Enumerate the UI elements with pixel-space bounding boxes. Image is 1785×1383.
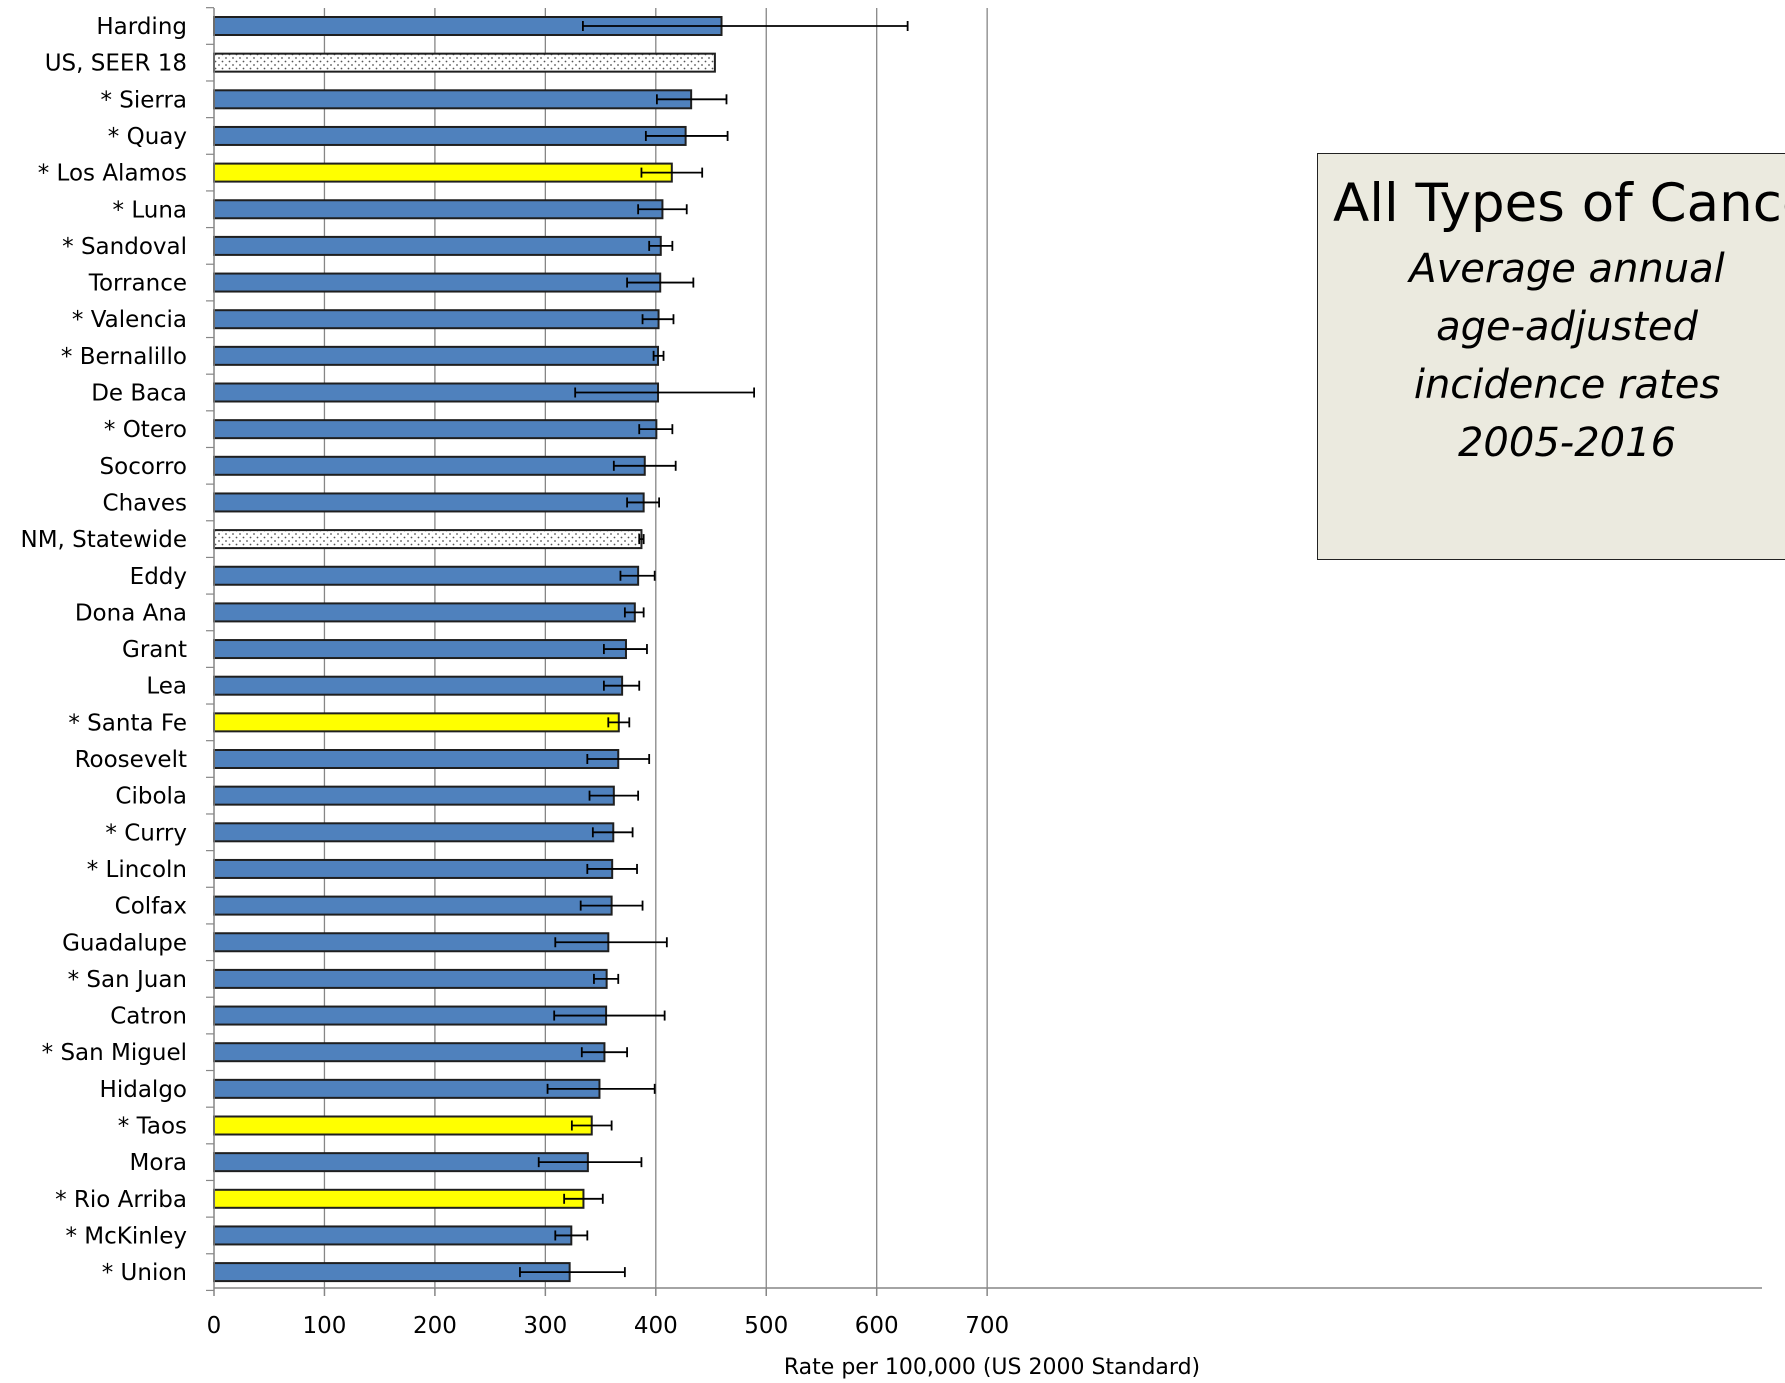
category-label: * Quay <box>108 124 187 150</box>
chart-title-box: All Types of Cancer (Combined) Average a… <box>1317 153 1785 560</box>
category-label: * Sandoval <box>62 234 187 260</box>
bar <box>213 1225 573 1246</box>
bar <box>213 89 693 110</box>
bar <box>213 272 662 293</box>
category-label: * Lincoln <box>87 857 187 883</box>
category-label: Catron <box>110 1004 187 1030</box>
category-label: Eddy <box>130 564 187 590</box>
bar <box>213 1078 601 1099</box>
bar <box>213 1152 589 1173</box>
bar <box>213 529 643 550</box>
category-label: * Otero <box>104 417 187 443</box>
chart-subtitle: Average annual age-adjusted incidence rate… <box>1318 240 1785 472</box>
bar <box>213 162 673 183</box>
category-label: * Curry <box>105 820 187 846</box>
category-label: * Taos <box>118 1114 187 1140</box>
bar <box>213 1005 608 1026</box>
subtitle-line: 2005-2016 <box>1457 420 1677 466</box>
category-label: * Luna <box>113 197 187 223</box>
x-tick-label: 400 <box>634 1313 678 1339</box>
bar <box>213 639 627 660</box>
bar <box>213 822 615 843</box>
bar <box>213 1115 593 1136</box>
x-tick-labels: 0 100 200 300 400 500 600 700 <box>207 1313 1009 1339</box>
category-label: Cibola <box>115 784 187 810</box>
category-label: Torrance <box>88 271 187 297</box>
x-tick-label: 100 <box>302 1313 346 1339</box>
bars <box>213 16 909 1283</box>
category-label: * Rio Arriba <box>55 1187 187 1213</box>
bar <box>213 932 610 953</box>
category-label: Harding <box>96 14 187 40</box>
bar <box>213 199 664 220</box>
category-label: * San Juan <box>68 967 187 993</box>
bar <box>213 492 645 513</box>
bar <box>213 1042 606 1063</box>
category-label: * McKinley <box>65 1223 187 1249</box>
x-tick-label: 300 <box>523 1313 567 1339</box>
bar <box>213 52 716 73</box>
x-tick-label: 700 <box>965 1313 1009 1339</box>
category-label: Dona Ana <box>75 600 187 626</box>
x-tick-label: 200 <box>413 1313 457 1339</box>
bar <box>213 455 646 476</box>
x-axis-title: Rate per 100,000 (US 2000 Standard) <box>784 1355 1200 1380</box>
axes <box>206 7 1762 1296</box>
x-tick-label: 500 <box>744 1313 788 1339</box>
category-label: * Sierra <box>100 87 187 113</box>
category-label: * San Miguel <box>42 1040 187 1066</box>
category-label: NM, Statewide <box>20 527 187 553</box>
category-label: Socorro <box>100 454 187 480</box>
category-label: * Santa Fe <box>68 710 187 736</box>
bar <box>213 895 613 916</box>
category-label: * Union <box>102 1260 187 1286</box>
category-label: Guadalupe <box>62 930 187 956</box>
bar <box>213 785 615 806</box>
category-label: Mora <box>130 1150 187 1176</box>
bar <box>213 419 658 440</box>
subtitle-line: age-adjusted <box>1436 304 1698 350</box>
bar <box>213 675 624 696</box>
category-label: * Bernalillo <box>61 344 187 370</box>
bar <box>213 235 662 256</box>
category-label: Chaves <box>103 490 187 516</box>
category-labels: Harding US, SEER 18 * Sierra * Quay * Los Al… <box>20 14 187 1286</box>
x-tick-label: 0 <box>207 1313 222 1339</box>
category-label: Hidalgo <box>100 1077 187 1103</box>
bar <box>213 749 620 769</box>
category-label: Lea <box>146 674 187 700</box>
bar <box>213 565 640 586</box>
x-tick-label: 600 <box>855 1313 899 1339</box>
category-label: * Valencia <box>72 307 187 333</box>
bar <box>213 968 608 989</box>
chart-title: All Types of Cancer (Combined) <box>1333 173 1785 234</box>
bar <box>213 125 687 146</box>
bar <box>213 309 660 330</box>
category-label: Grant <box>122 637 187 663</box>
bar <box>213 1188 585 1209</box>
category-label: Colfax <box>115 894 187 920</box>
subtitle-line: incidence rates <box>1413 362 1721 408</box>
bar <box>213 345 660 366</box>
category-label: * Los Alamos <box>38 161 187 187</box>
subtitle-line: Average annual <box>1409 246 1725 292</box>
bar <box>213 858 614 879</box>
category-label: Roosevelt <box>75 747 187 773</box>
bar <box>213 712 620 733</box>
category-label: US, SEER 18 <box>45 51 187 77</box>
bar <box>213 602 636 623</box>
bar <box>213 1262 571 1283</box>
category-label: De Baca <box>91 381 187 407</box>
